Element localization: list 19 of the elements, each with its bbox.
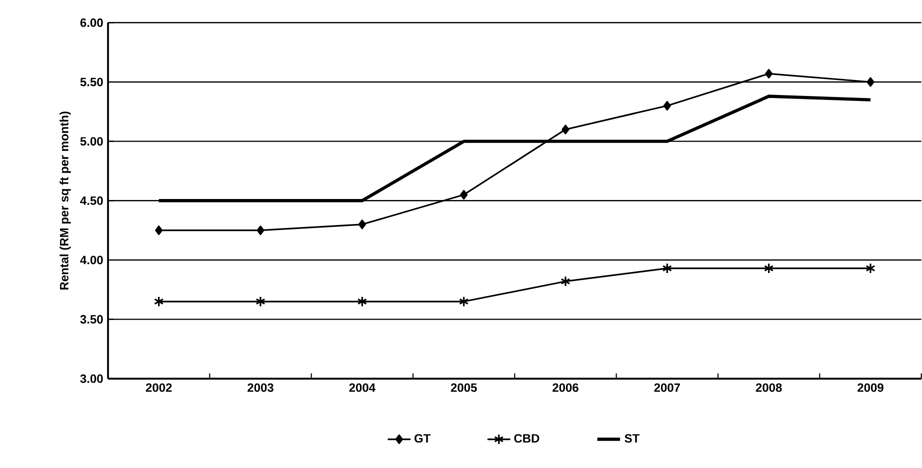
legend-label: CBD [514,434,540,443]
legend-label: ST [624,434,640,443]
y-tick-label: 4.00 [80,256,103,264]
x-tick-label: 2009 [858,383,884,392]
y-tick-label: 5.50 [80,78,103,86]
y-tick-label: 3.00 [80,374,103,383]
legend-label: GT [414,434,431,443]
x-tick-label: 2007 [654,383,680,392]
x-tick-label: 2008 [756,383,782,392]
x-tick-label: 2005 [450,383,477,392]
y-tick-label: 5.00 [80,137,103,146]
y-tick-label: 3.50 [80,315,103,324]
y-tick-label: 6.00 [80,18,103,27]
x-tick-label: 2006 [552,383,578,392]
x-tick-label: 2004 [349,383,376,392]
y-axis-title: Rental (RM per sq ft per month) [60,112,71,290]
x-tick-label: 2002 [146,383,172,392]
y-tick-label: 4.50 [80,196,103,205]
x-tick-label: 2003 [248,383,274,392]
